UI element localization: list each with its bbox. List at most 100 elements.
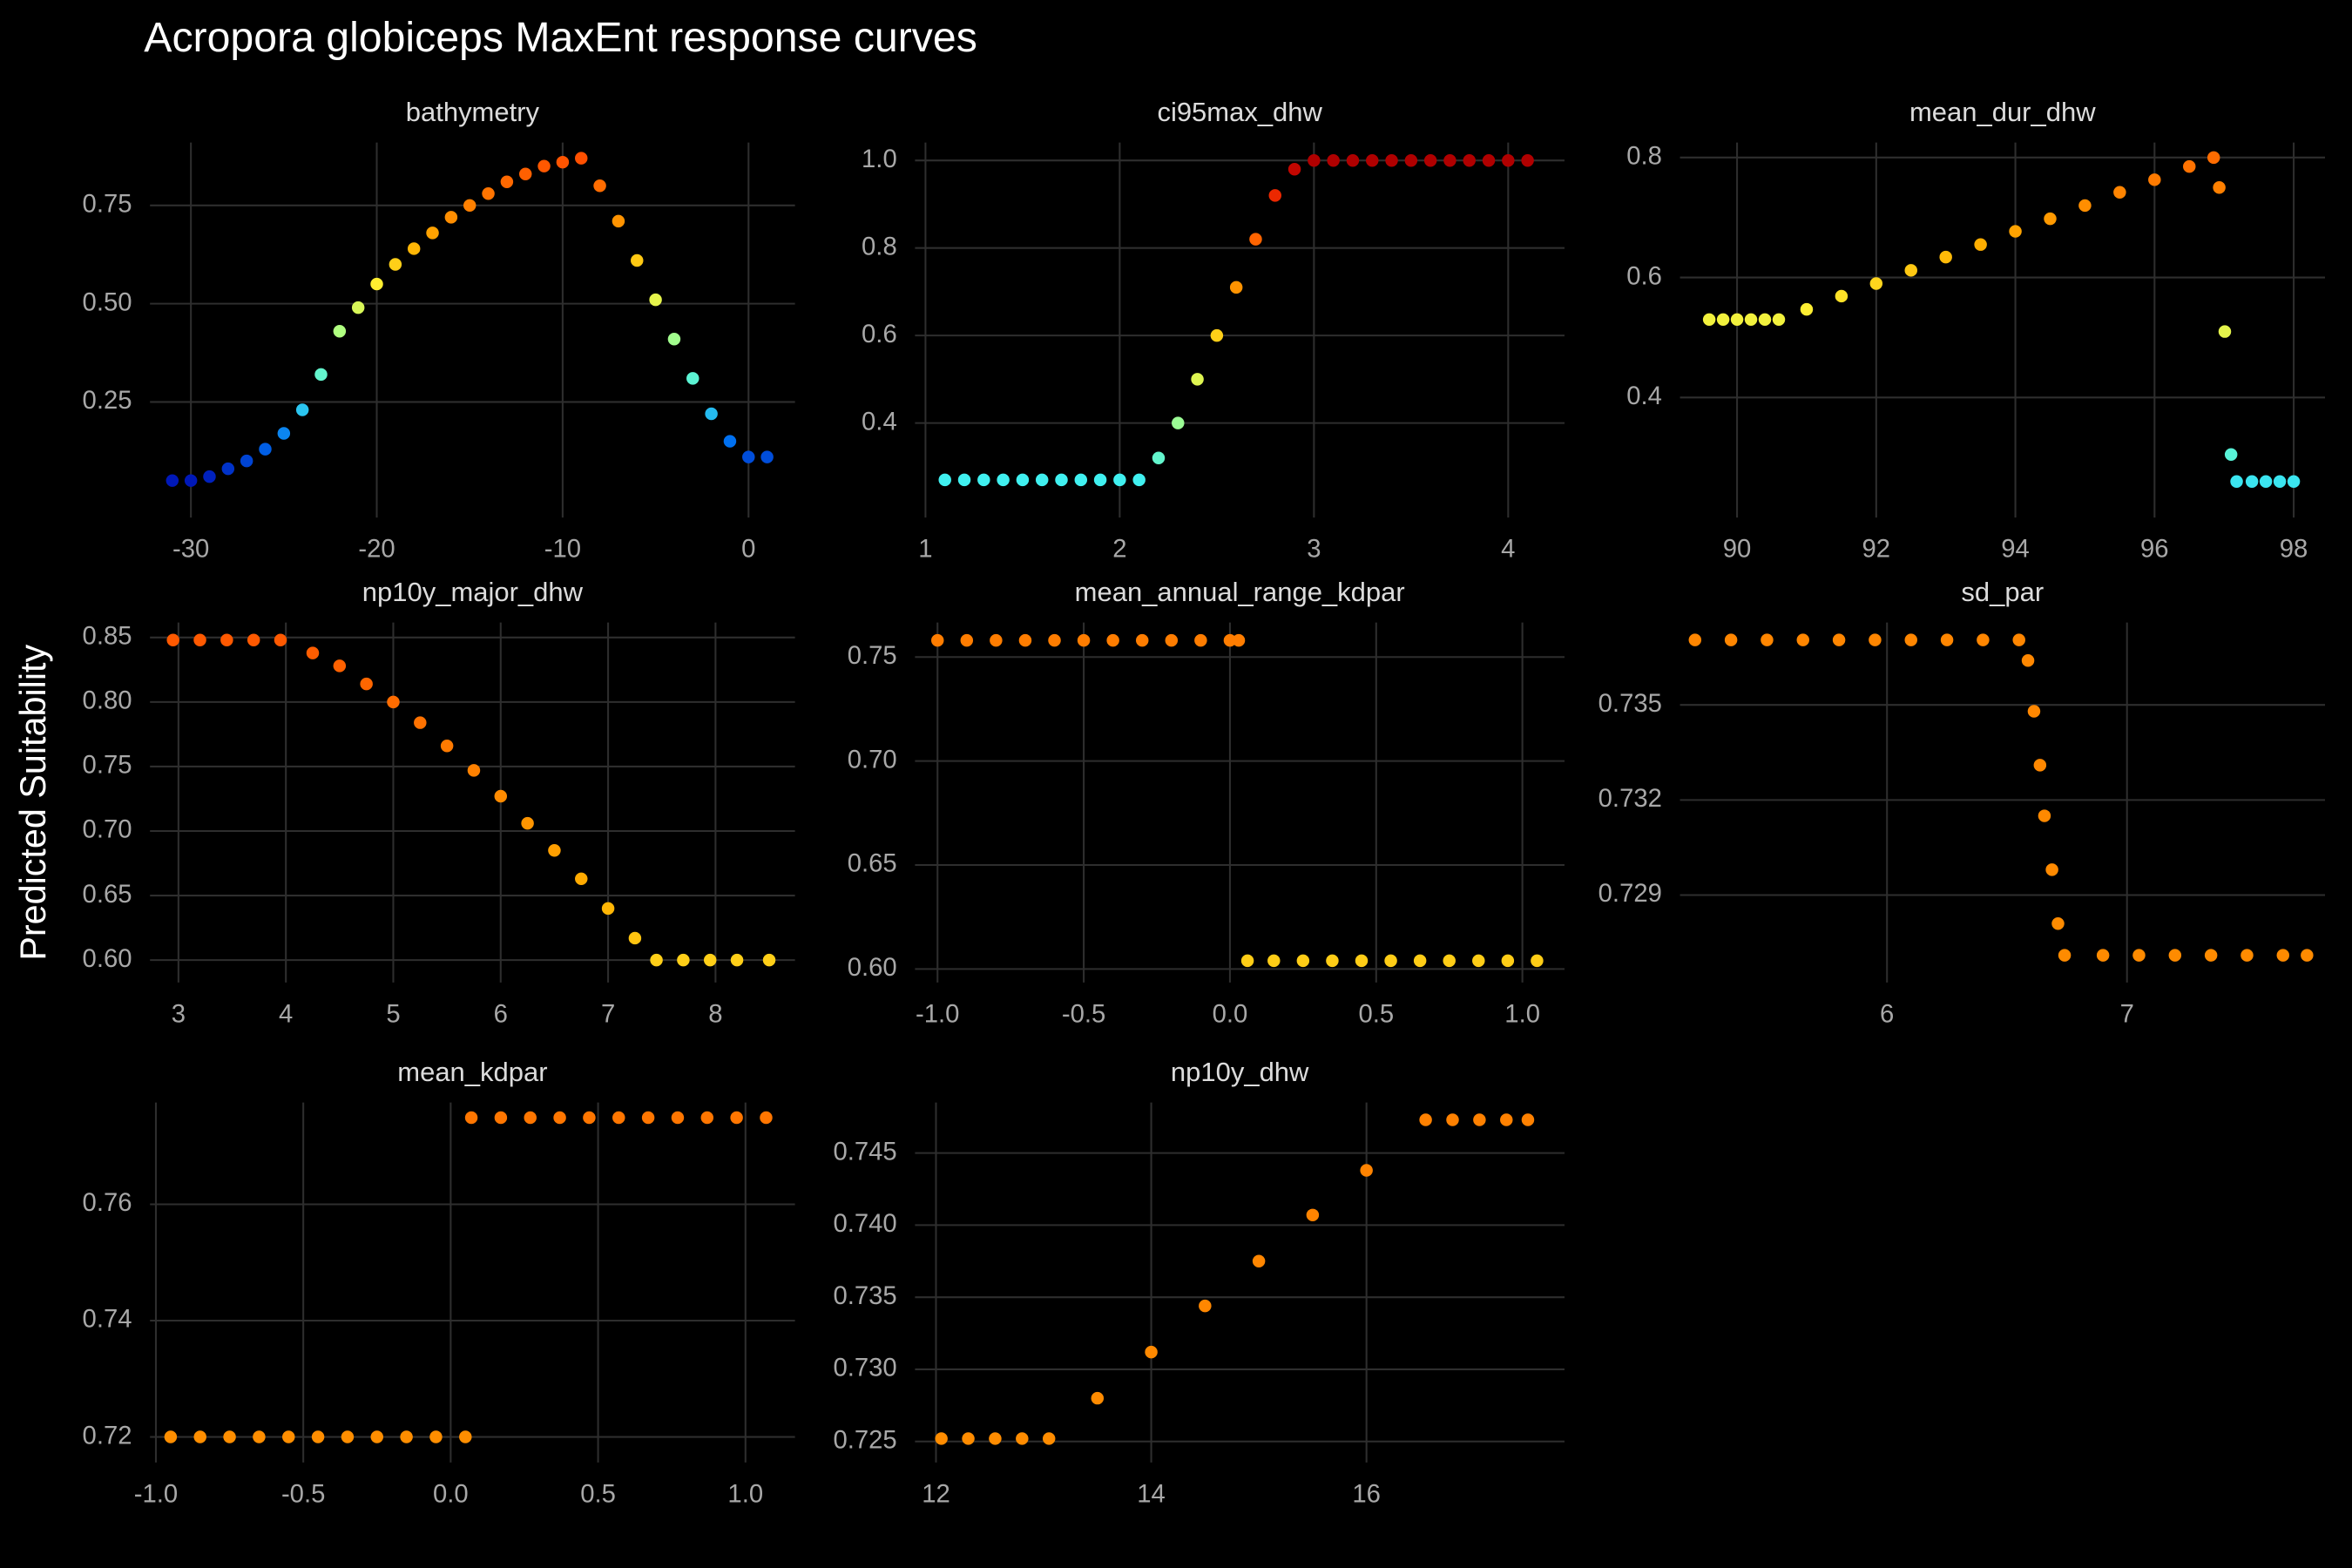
point: [1327, 153, 1340, 167]
point: [612, 214, 625, 228]
point: [730, 953, 744, 967]
point: [1191, 373, 1204, 386]
point: [426, 226, 439, 240]
point: [631, 253, 644, 267]
point: [1413, 954, 1427, 968]
point: [2009, 225, 2022, 238]
point: [650, 953, 663, 967]
point: [1869, 277, 1883, 290]
y-tick-label: 0.735: [1598, 690, 1662, 718]
point: [1135, 633, 1149, 647]
point: [1016, 473, 1030, 487]
point: [341, 1430, 355, 1443]
point: [1384, 954, 1397, 968]
point: [957, 473, 971, 487]
point: [203, 470, 216, 483]
point: [723, 435, 737, 448]
point: [400, 1430, 413, 1443]
y-tick-label: 0.70: [848, 746, 897, 774]
x-tick-label: -1.0: [134, 1481, 178, 1509]
point: [2033, 759, 2047, 772]
point: [671, 1111, 685, 1125]
panel-title: np10y_major_dhw: [362, 577, 584, 607]
point: [184, 474, 198, 487]
point: [295, 403, 309, 416]
x-tick-label: 3: [172, 1001, 186, 1029]
point: [977, 473, 990, 487]
point: [1106, 633, 1119, 647]
y-tick-label: 0.6: [862, 321, 897, 348]
point: [240, 454, 253, 468]
point: [518, 167, 532, 180]
panel-title: sd_par: [1961, 577, 2044, 607]
point: [1473, 1113, 1486, 1126]
point: [553, 1111, 566, 1125]
point: [593, 179, 606, 193]
y-tick-label: 0.735: [833, 1282, 896, 1310]
point: [1077, 633, 1091, 647]
point: [1977, 633, 1990, 646]
point: [760, 450, 774, 463]
point: [1308, 153, 1321, 167]
x-tick-label: 4: [1501, 536, 1515, 564]
point: [1744, 313, 1758, 327]
point: [2148, 173, 2161, 186]
point: [333, 659, 347, 672]
x-tick-label: 7: [2120, 1001, 2134, 1029]
point: [407, 242, 421, 255]
y-tick-label: 0.65: [83, 881, 132, 909]
point: [2045, 863, 2058, 876]
y-tick-label: 0.75: [848, 642, 897, 670]
x-tick-label: -30: [172, 536, 209, 564]
point: [1796, 633, 1810, 646]
point: [700, 1111, 714, 1125]
point: [1446, 1113, 1459, 1126]
y-tick-label: 0.60: [83, 945, 132, 973]
y-tick-label: 0.740: [833, 1210, 896, 1238]
point: [1360, 1164, 1373, 1177]
point: [649, 293, 662, 307]
point: [1296, 954, 1310, 968]
point: [1443, 954, 1456, 968]
point: [935, 1432, 948, 1445]
x-tick-label: 0.5: [1358, 1001, 1394, 1029]
point: [730, 1111, 743, 1125]
y-tick-label: 0.4: [1626, 382, 1662, 410]
point: [1199, 1299, 1212, 1313]
point: [282, 1430, 295, 1443]
point: [1093, 473, 1107, 487]
point: [556, 155, 570, 169]
point: [459, 1430, 472, 1443]
panel-title: mean_kdpar: [397, 1057, 547, 1087]
y-tick-label: 0.60: [848, 954, 897, 982]
point: [164, 1430, 178, 1443]
point: [1268, 189, 1281, 202]
point: [1730, 313, 1744, 327]
x-tick-label: -0.5: [281, 1481, 325, 1509]
x-tick-label: 14: [1137, 1481, 1166, 1509]
point: [306, 646, 320, 659]
point: [2044, 212, 2057, 226]
point: [537, 159, 551, 172]
point: [1702, 313, 1716, 327]
point: [1018, 633, 1032, 647]
point: [1132, 473, 1146, 487]
point: [351, 301, 365, 314]
point: [575, 152, 588, 165]
point: [247, 633, 260, 647]
point: [641, 1111, 655, 1125]
point: [2213, 181, 2226, 194]
point: [1502, 153, 1515, 167]
x-tick-label: 1.0: [1504, 1001, 1540, 1029]
y-tick-label: 0.74: [83, 1306, 132, 1334]
x-tick-label: 3: [1307, 536, 1321, 564]
y-tick-label: 0.75: [83, 752, 132, 780]
point: [2301, 949, 2314, 962]
point: [930, 633, 944, 647]
point: [962, 1432, 975, 1445]
point: [221, 462, 235, 476]
point: [1472, 954, 1485, 968]
point: [463, 199, 476, 213]
